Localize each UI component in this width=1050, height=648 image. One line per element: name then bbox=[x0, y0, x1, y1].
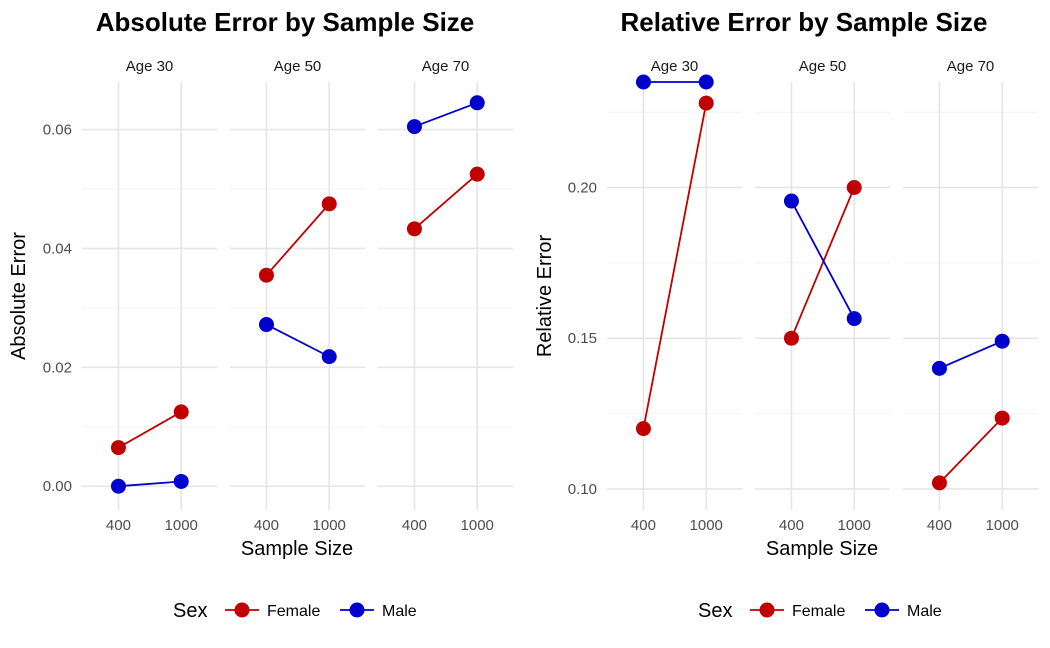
facet-label: Age 50 bbox=[274, 58, 322, 75]
data-point-female bbox=[846, 179, 862, 195]
y-tick-label: 0.04 bbox=[43, 240, 72, 257]
series-line-female bbox=[413, 173, 478, 230]
legend-title: Sex bbox=[698, 600, 732, 622]
data-point-female bbox=[994, 410, 1010, 426]
legend-label: Male bbox=[382, 603, 417, 620]
facet-panel: Age 30 400 1000 bbox=[607, 58, 742, 534]
legend-title: Sex bbox=[173, 600, 207, 622]
series-line-male bbox=[118, 480, 182, 488]
y-axis-label: Relative Error bbox=[534, 235, 556, 358]
series-line-male bbox=[939, 340, 1003, 370]
legend-key-point bbox=[759, 602, 775, 618]
data-point-male bbox=[173, 473, 189, 489]
data-point-male bbox=[258, 317, 274, 333]
series-line-female bbox=[642, 102, 708, 429]
y-tick-label: 0.00 bbox=[43, 478, 72, 495]
x-tick-label: 400 bbox=[779, 517, 804, 534]
y-tick-label: 0.20 bbox=[568, 179, 597, 196]
facet-label: Age 30 bbox=[126, 58, 174, 75]
series-line-female bbox=[938, 417, 1003, 484]
data-point-female bbox=[698, 95, 714, 111]
series-line-male bbox=[790, 200, 856, 320]
data-point-male bbox=[931, 360, 947, 376]
y-tick-label: 0.06 bbox=[43, 122, 72, 139]
legend-label: Female bbox=[267, 603, 320, 620]
legend-label: Female bbox=[792, 603, 845, 620]
data-point-female bbox=[635, 421, 651, 437]
x-tick-label: 1000 bbox=[838, 517, 871, 534]
legend: Sex Female Male bbox=[173, 600, 417, 622]
series-line-male bbox=[266, 323, 330, 358]
y-tick-label: 0.10 bbox=[568, 481, 597, 498]
data-point-male bbox=[635, 74, 651, 90]
legend-label: Male bbox=[907, 603, 942, 620]
legend-entry-male: Male bbox=[865, 602, 942, 620]
x-tick-label: 400 bbox=[106, 517, 131, 534]
chart-title: Absolute Error by Sample Size bbox=[96, 7, 475, 37]
data-point-female bbox=[321, 196, 337, 212]
x-tick-label: 1000 bbox=[461, 517, 494, 534]
x-tick-label: 400 bbox=[254, 517, 279, 534]
facet-panel: Age 70 400 1000 bbox=[378, 58, 513, 534]
series-line-female bbox=[118, 411, 182, 449]
series-line-male bbox=[414, 101, 478, 128]
y-tick-label: 0.15 bbox=[568, 330, 597, 347]
legend-key-point bbox=[874, 602, 890, 618]
x-tick-label: 1000 bbox=[690, 517, 723, 534]
x-tick-label: 1000 bbox=[313, 517, 346, 534]
x-axis-label: Sample Size bbox=[241, 538, 353, 560]
x-tick-label: 400 bbox=[402, 517, 427, 534]
x-tick-label: 1000 bbox=[165, 517, 198, 534]
data-point-female bbox=[469, 166, 485, 182]
legend-key-point bbox=[349, 602, 365, 618]
legend-entry-male: Male bbox=[340, 602, 417, 620]
chart-1: Absolute Error by Sample Size Age 30 400 10… bbox=[8, 7, 513, 622]
data-point-female bbox=[931, 475, 947, 491]
data-point-male bbox=[846, 311, 862, 327]
y-tick-label: 0.02 bbox=[43, 359, 72, 376]
data-point-female bbox=[783, 330, 799, 346]
facet-panel: Age 50 400 1000 bbox=[230, 58, 365, 534]
facet-label: Age 70 bbox=[422, 58, 470, 75]
x-tick-label: 400 bbox=[631, 517, 656, 534]
facet-label: Age 30 bbox=[651, 58, 699, 75]
facet-panel: Age 50 400 1000 bbox=[755, 58, 890, 534]
x-tick-label: 1000 bbox=[986, 517, 1019, 534]
data-point-male bbox=[406, 119, 422, 135]
series-line-female bbox=[790, 187, 856, 339]
legend-entry-female: Female bbox=[225, 602, 320, 620]
x-axis-label: Sample Size bbox=[766, 538, 878, 560]
y-axis-label: Absolute Error bbox=[8, 232, 30, 360]
facet-panel: Age 70 400 1000 bbox=[903, 58, 1038, 534]
data-point-male bbox=[110, 478, 126, 494]
facet-label: Age 70 bbox=[947, 58, 995, 75]
facet-panel: Age 30 400 1000 bbox=[82, 58, 217, 534]
data-point-female bbox=[406, 221, 422, 237]
x-tick-label: 400 bbox=[927, 517, 952, 534]
data-point-female bbox=[110, 440, 126, 456]
series-line-female bbox=[265, 203, 330, 276]
data-point-female bbox=[173, 404, 189, 420]
legend-key-point bbox=[234, 602, 250, 618]
data-point-male bbox=[783, 193, 799, 209]
facet-label: Age 50 bbox=[799, 58, 847, 75]
data-point-male bbox=[321, 349, 337, 365]
data-point-male bbox=[469, 95, 485, 111]
legend-entry-female: Female bbox=[750, 602, 845, 620]
legend: Sex Female Male bbox=[698, 600, 942, 622]
chart-2: Relative Error by Sample Size Age 30 400 10… bbox=[534, 7, 1038, 622]
chart-title: Relative Error by Sample Size bbox=[620, 7, 987, 37]
data-point-female bbox=[258, 267, 274, 283]
data-point-male bbox=[994, 333, 1010, 349]
data-point-male bbox=[698, 74, 714, 90]
